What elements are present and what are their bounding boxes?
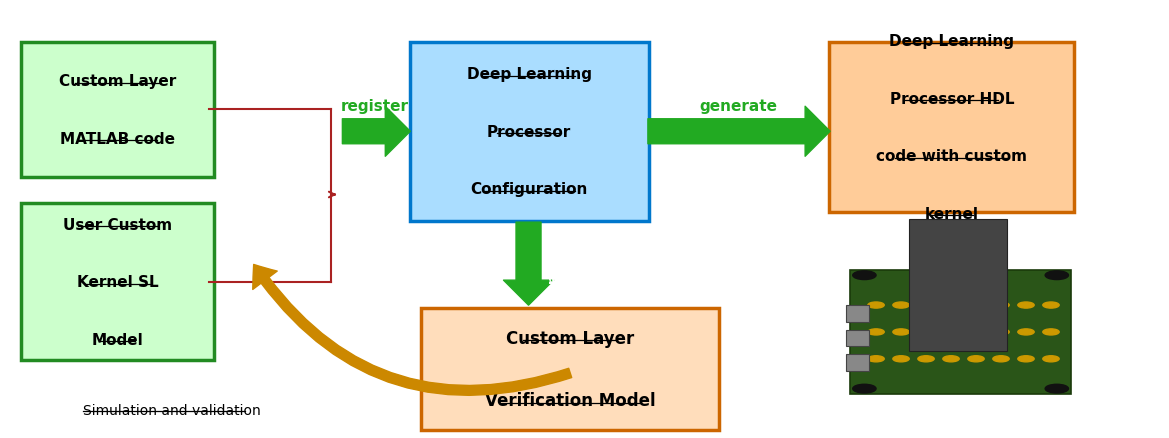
FancyBboxPatch shape: [850, 270, 1071, 394]
FancyArrowPatch shape: [504, 223, 553, 305]
Text: Configuration: Configuration: [470, 182, 588, 197]
Circle shape: [893, 302, 909, 308]
Circle shape: [893, 329, 909, 335]
Circle shape: [1043, 302, 1059, 308]
Circle shape: [968, 329, 984, 335]
Circle shape: [1043, 356, 1059, 362]
FancyBboxPatch shape: [21, 43, 214, 178]
FancyBboxPatch shape: [409, 43, 649, 221]
Circle shape: [943, 356, 960, 362]
Circle shape: [867, 329, 884, 335]
FancyBboxPatch shape: [21, 204, 214, 360]
Circle shape: [1045, 385, 1068, 393]
Circle shape: [1045, 271, 1068, 280]
Text: MATLAB code: MATLAB code: [60, 131, 175, 146]
FancyBboxPatch shape: [845, 354, 869, 371]
Text: Custom Layer: Custom Layer: [58, 74, 177, 89]
Text: generate: generate: [545, 229, 559, 300]
Circle shape: [943, 329, 960, 335]
Text: Deep Learning: Deep Learning: [466, 67, 592, 82]
Circle shape: [943, 302, 960, 308]
Circle shape: [992, 329, 1009, 335]
Circle shape: [867, 302, 884, 308]
FancyBboxPatch shape: [421, 308, 719, 430]
Circle shape: [852, 385, 876, 393]
Circle shape: [918, 356, 934, 362]
FancyBboxPatch shape: [908, 219, 1007, 351]
Circle shape: [968, 356, 984, 362]
Text: Simulation and validation: Simulation and validation: [83, 403, 261, 417]
Text: kernel: kernel: [925, 206, 978, 221]
Circle shape: [992, 356, 1009, 362]
FancyBboxPatch shape: [845, 330, 869, 346]
Circle shape: [918, 329, 934, 335]
Circle shape: [852, 271, 876, 280]
FancyBboxPatch shape: [830, 43, 1074, 212]
Text: generate: generate: [699, 99, 777, 113]
Text: Kernel SL: Kernel SL: [77, 275, 158, 290]
Text: Deep Learning: Deep Learning: [890, 34, 1015, 49]
FancyBboxPatch shape: [845, 306, 869, 322]
Text: Verification Model: Verification Model: [485, 392, 656, 410]
Circle shape: [867, 356, 884, 362]
Text: code with custom: code with custom: [877, 149, 1028, 164]
Circle shape: [992, 302, 1009, 308]
Text: Processor HDL: Processor HDL: [890, 92, 1015, 106]
Text: User Custom: User Custom: [63, 217, 172, 232]
Circle shape: [1043, 329, 1059, 335]
Circle shape: [918, 302, 934, 308]
FancyArrowPatch shape: [343, 107, 410, 157]
FancyArrowPatch shape: [648, 107, 830, 157]
Text: Processor: Processor: [487, 124, 572, 139]
Circle shape: [968, 302, 984, 308]
Circle shape: [1018, 329, 1035, 335]
FancyArrowPatch shape: [253, 265, 572, 396]
Text: Custom Layer: Custom Layer: [506, 329, 634, 347]
Text: Model: Model: [91, 332, 144, 347]
Circle shape: [1018, 356, 1035, 362]
Circle shape: [893, 356, 909, 362]
Text: register: register: [340, 99, 409, 113]
Circle shape: [1018, 302, 1035, 308]
